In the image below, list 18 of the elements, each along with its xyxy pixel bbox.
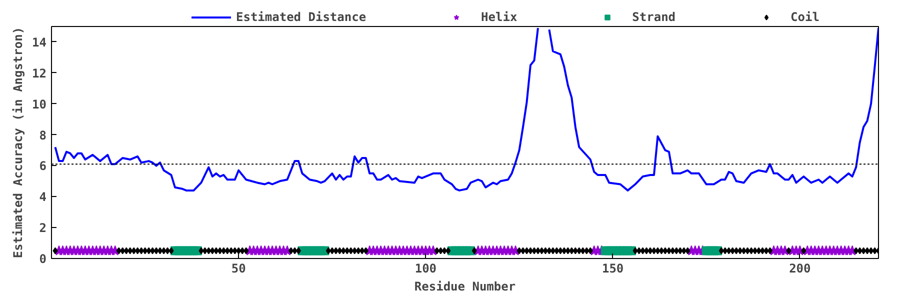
legend-label: Helix — [481, 10, 518, 24]
y-tick-label: 14 — [32, 35, 47, 50]
x-tick-label: 50 — [231, 262, 246, 276]
y-tick-label: 6 — [39, 159, 47, 174]
y-tick-label: 4 — [39, 190, 47, 204]
y-tick-label: 8 — [39, 128, 47, 142]
y-tick-label: 10 — [32, 97, 47, 112]
y-axis-title: Estimated Accuracy (in Angstron) — [11, 26, 26, 258]
x-tick-label: 150 — [602, 262, 624, 276]
x-tick-label: 200 — [789, 262, 811, 276]
y-tick-label: 2 — [39, 221, 47, 236]
y-tick-label: 0 — [39, 252, 47, 266]
y-tick-label: 12 — [32, 66, 47, 80]
x-tick-label: 100 — [414, 262, 437, 276]
x-axis-title: Residue Number — [414, 280, 516, 294]
legend-label: Coil — [790, 10, 820, 24]
legend-label: Estimated Distance — [236, 10, 366, 24]
legend-label: Strand — [632, 10, 676, 24]
